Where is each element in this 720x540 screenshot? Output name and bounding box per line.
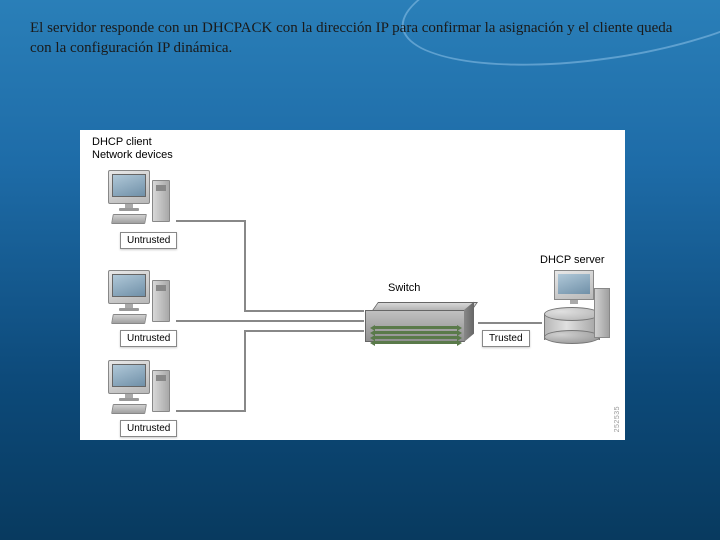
conn-3a [176,410,246,412]
conn-1c [244,310,364,312]
client-pc-3 [102,360,172,420]
switch-device [365,302,475,346]
network-diagram: DHCP client Network devices Untrusted Un… [80,130,625,440]
switch-label: Switch [388,282,420,294]
server-label: DHCP server [540,254,605,266]
header-line1: DHCP client [92,136,173,149]
conn-3c [244,330,364,332]
diagram-watermark: 252535 [614,406,621,432]
slide-title: El servidor responde con un DHCPACK con … [30,18,690,59]
client-pc-2 [102,270,172,330]
conn-server [478,322,542,324]
conn-1b [244,220,246,310]
header-line2: Network devices [92,149,173,162]
port-label-3: Untrusted [120,420,177,437]
dhcp-server [540,270,610,355]
port-label-2: Untrusted [120,330,177,347]
trusted-label: Trusted [482,330,530,347]
port-label-1: Untrusted [120,232,177,249]
client-pc-1 [102,170,172,230]
diagram-header: DHCP client Network devices [92,136,173,162]
conn-2 [176,320,364,322]
conn-3b [244,330,246,412]
conn-1a [176,220,246,222]
